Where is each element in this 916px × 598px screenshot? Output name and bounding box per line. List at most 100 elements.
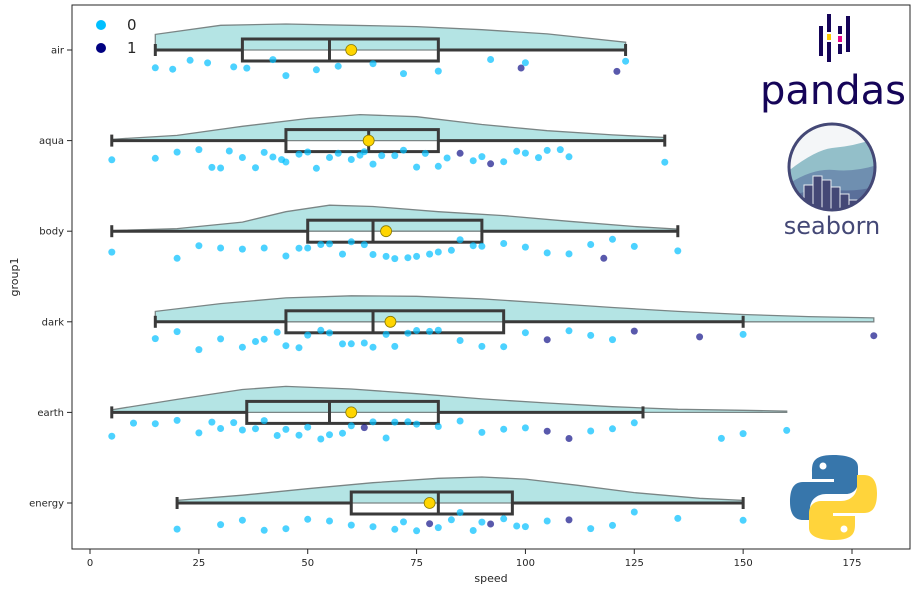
point-dark-11 — [317, 326, 325, 334]
point-aqua-5 — [217, 164, 225, 172]
point-aqua-4 — [208, 163, 216, 171]
point-aqua-28 — [443, 154, 451, 162]
point-aqua-9 — [260, 148, 268, 156]
point-air-16 — [613, 67, 621, 75]
legend-marker-0 — [96, 20, 106, 30]
point-earth-22 — [391, 418, 399, 426]
point-aqua-8 — [252, 164, 259, 172]
point-body-25 — [500, 240, 508, 247]
point-air-10 — [369, 60, 377, 68]
point-earth-9 — [252, 425, 259, 433]
seaborn-wordmark: seaborn — [784, 212, 881, 240]
pandas-bars-icon — [819, 14, 850, 62]
box-body — [306, 218, 484, 244]
point-aqua-30 — [469, 157, 477, 165]
point-dark-9 — [295, 344, 303, 352]
box-dark — [284, 309, 506, 335]
point-aqua-6 — [225, 147, 233, 155]
point-aqua-2 — [173, 148, 181, 156]
point-dark-22 — [434, 326, 442, 334]
point-body-3 — [217, 244, 225, 252]
point-aqua-18 — [347, 156, 355, 163]
point-energy-12 — [426, 520, 434, 528]
point-energy-9 — [391, 525, 399, 533]
y-tick-label-dark: dark — [42, 317, 65, 328]
point-dark-21 — [426, 327, 434, 335]
point-dark-20 — [413, 327, 421, 334]
point-earth-30 — [543, 427, 551, 435]
point-aqua-40 — [661, 158, 669, 166]
point-earth-32 — [587, 427, 595, 435]
point-aqua-31 — [478, 153, 486, 161]
point-air-1 — [169, 65, 177, 73]
point-body-31 — [609, 235, 616, 243]
mean-marker-air — [345, 44, 358, 56]
y-tick-label-body: body — [39, 227, 64, 238]
point-air-14 — [517, 64, 525, 72]
point-dark-10 — [304, 331, 312, 339]
point-earth-29 — [521, 424, 529, 432]
point-body-24 — [478, 242, 486, 250]
point-energy-6 — [326, 517, 333, 525]
point-body-0 — [108, 248, 116, 256]
pandas-logo: pandas — [760, 14, 906, 114]
point-air-13 — [487, 56, 495, 63]
python-logo-icon — [790, 455, 877, 540]
point-aqua-16 — [326, 154, 333, 161]
point-energy-13 — [434, 524, 442, 532]
point-aqua-13 — [295, 150, 303, 158]
point-aqua-25 — [413, 163, 421, 171]
point-aqua-12 — [282, 158, 290, 166]
point-air-8 — [312, 66, 320, 74]
box-layer — [110, 37, 745, 516]
point-air-15 — [521, 59, 529, 67]
y-tick-label-aqua: aqua — [39, 136, 64, 147]
point-energy-7 — [347, 521, 355, 529]
point-body-14 — [369, 251, 377, 258]
point-dark-34 — [870, 332, 878, 340]
point-body-19 — [426, 250, 434, 258]
point-dark-4 — [238, 343, 246, 351]
point-body-17 — [404, 254, 412, 262]
point-air-6 — [269, 56, 277, 64]
point-dark-12 — [326, 329, 333, 337]
point-air-11 — [400, 70, 407, 78]
point-earth-14 — [304, 423, 312, 431]
point-earth-24 — [413, 420, 421, 428]
point-energy-22 — [543, 517, 551, 525]
point-energy-15 — [456, 509, 464, 516]
seaborn-logo: seaborn — [784, 122, 881, 240]
point-body-27 — [543, 249, 551, 257]
point-aqua-14 — [304, 148, 312, 156]
point-earth-33 — [609, 425, 616, 433]
point-dark-30 — [609, 336, 616, 344]
point-dark-16 — [369, 343, 377, 351]
point-earth-18 — [347, 422, 355, 430]
point-earth-7 — [230, 419, 238, 427]
point-aqua-1 — [151, 154, 159, 162]
violin-aqua — [111, 113, 666, 142]
mean-marker-energy — [423, 497, 436, 509]
point-dark-28 — [565, 327, 573, 335]
point-body-32 — [630, 242, 638, 250]
legend-label-0: 0 — [127, 16, 137, 34]
violin-layer — [111, 23, 875, 504]
box-air — [240, 37, 440, 63]
point-aqua-7 — [238, 154, 246, 161]
point-body-15 — [382, 252, 390, 260]
mean-marker-body — [380, 225, 392, 238]
point-earth-35 — [717, 434, 725, 442]
point-air-12 — [434, 67, 442, 75]
point-aqua-22 — [378, 152, 386, 160]
point-earth-3 — [173, 416, 181, 424]
point-aqua-23 — [391, 152, 399, 160]
point-earth-2 — [151, 420, 159, 428]
point-body-4 — [238, 245, 246, 253]
point-body-29 — [587, 241, 595, 248]
x-tick-label-100: 100 — [516, 558, 535, 569]
point-aqua-33 — [500, 158, 508, 166]
point-body-12 — [347, 238, 355, 246]
point-dark-5 — [252, 338, 259, 345]
point-aqua-15 — [312, 164, 320, 172]
